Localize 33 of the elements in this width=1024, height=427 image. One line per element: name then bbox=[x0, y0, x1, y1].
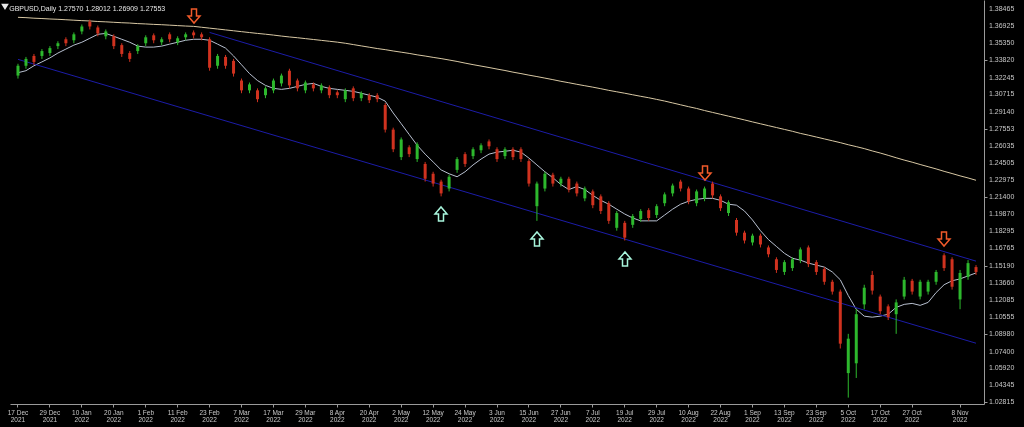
candlestick bbox=[80, 23, 84, 35]
candlestick bbox=[479, 142, 483, 154]
candlestick bbox=[862, 284, 866, 310]
line-series bbox=[17, 32, 977, 318]
candlestick bbox=[487, 138, 491, 150]
candlestick bbox=[48, 45, 52, 57]
candlestick bbox=[32, 53, 36, 66]
candlestick bbox=[40, 48, 44, 60]
candlestick bbox=[56, 40, 60, 50]
candlestick bbox=[415, 141, 419, 163]
candlestick bbox=[607, 200, 611, 225]
candlestick bbox=[623, 220, 627, 241]
candlestick bbox=[902, 276, 906, 300]
candlestick bbox=[918, 279, 922, 300]
candlestick bbox=[615, 210, 619, 232]
candlestick bbox=[423, 161, 427, 183]
candlestick bbox=[391, 127, 395, 153]
candlestick bbox=[806, 244, 810, 268]
candlestick bbox=[64, 36, 68, 47]
candlestick bbox=[72, 31, 76, 44]
candlestick bbox=[894, 298, 898, 335]
candlestick bbox=[599, 193, 603, 215]
candlestick bbox=[535, 181, 539, 222]
candlestick bbox=[966, 259, 970, 281]
candlestick bbox=[559, 176, 563, 188]
candlestick bbox=[543, 171, 547, 192]
candlestick bbox=[591, 189, 595, 209]
candlestick bbox=[287, 68, 291, 89]
candlestick bbox=[399, 136, 403, 161]
candlestick bbox=[878, 294, 882, 315]
candlestick bbox=[870, 270, 874, 296]
candlestick bbox=[974, 264, 978, 276]
candlestick bbox=[527, 158, 531, 188]
